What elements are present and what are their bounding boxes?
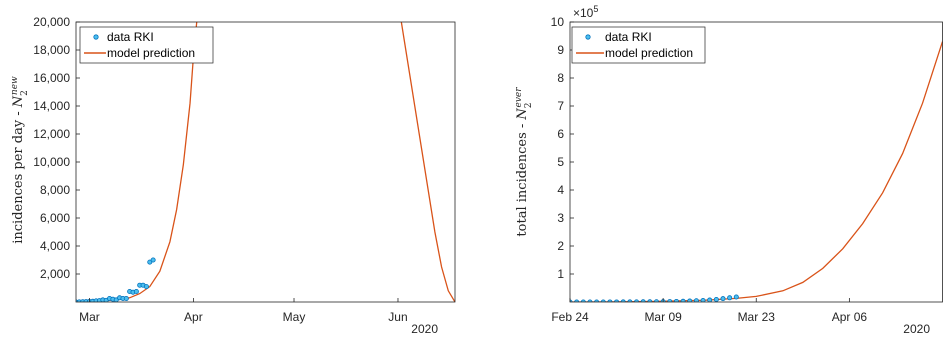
exponent-label: ×105 (573, 4, 598, 20)
y-tick-label: 2 (557, 239, 564, 253)
y-tick-label: 3 (557, 211, 564, 225)
y-tick-label: 12,000 (33, 127, 70, 141)
x-tick-label: Mar 23 (738, 310, 776, 324)
x-tick-label: May (283, 310, 306, 324)
y-tick-label: 4 (557, 183, 564, 197)
data-rki-point (673, 298, 679, 302)
data-rki-point (733, 294, 739, 300)
legend-marker-data (585, 34, 591, 40)
chart-total-incidences: 1 2 3 4 5 6 7 8 9 10 Feb 24 Mar 09 Mar 23 Apr 06 ×105… (514, 4, 943, 336)
data-rki-point (727, 295, 733, 301)
data-rki-point (720, 296, 726, 302)
legend-label-data: data RKI (107, 30, 154, 44)
data-rki-point (123, 295, 129, 301)
y-tick-label: 9 (557, 43, 564, 57)
x-tick-label: Feb 24 (551, 310, 589, 324)
x-tick-label: Mar 09 (644, 310, 682, 324)
y-tick-label: 20,000 (33, 15, 70, 29)
y-tick-label: 5 (557, 155, 564, 169)
data-rki-point (150, 257, 156, 263)
data-rki-point (700, 297, 706, 302)
y-tick-label: 8,000 (40, 183, 70, 197)
data-rki-point (713, 296, 719, 302)
data-rki-point (687, 298, 693, 302)
data-rki-point (667, 299, 673, 302)
model-prediction-line (400, 22, 455, 302)
y-tick-label: 2,000 (40, 267, 70, 281)
y-tick-label: 6,000 (40, 211, 70, 225)
y-tick-label: 1 (557, 267, 564, 281)
x-tick-label: Mar (79, 310, 100, 324)
axes-box (75, 21, 456, 303)
chart-incidences-per-day: 2,000 4,000 6,000 8,000 10,000 12,000 14,000 16… (10, 15, 456, 336)
y-axis-label: total incidences - N2ever (514, 87, 534, 237)
y-tick-label: 14,000 (33, 99, 70, 113)
year-label: 2020 (903, 322, 930, 336)
data-rki-point (680, 298, 686, 302)
legend: data RKI model prediction (571, 26, 706, 64)
x-tick-label: Jun (388, 310, 407, 324)
y-tick-label: 10,000 (33, 155, 70, 169)
data-rki-point (143, 284, 149, 290)
data-rki-point (707, 297, 713, 302)
y-tick-label: 18,000 (33, 43, 70, 57)
legend-marker-data (93, 34, 99, 40)
x-tick-label: Apr (184, 310, 203, 324)
x-tick-label: Apr 06 (832, 310, 868, 324)
axes-box (569, 21, 943, 303)
year-label: 2020 (411, 322, 438, 336)
data-rki-point (693, 298, 699, 302)
y-tick-label: 6 (557, 127, 564, 141)
model-prediction-line (570, 41, 943, 302)
legend-label-model: model prediction (107, 46, 195, 60)
legend-label-model: model prediction (605, 46, 693, 60)
y-tick-label: 4,000 (40, 239, 70, 253)
legend: data RKI model prediction (79, 26, 214, 64)
y-tick-label: 16,000 (33, 71, 70, 85)
y-tick-label: 8 (557, 71, 564, 85)
data-rki-point (133, 288, 139, 294)
model-prediction-line (76, 22, 198, 302)
y-tick-label: 10 (551, 15, 565, 29)
y-tick-label: 7 (557, 99, 564, 113)
legend-label-data: data RKI (605, 30, 652, 44)
y-axis-label: incidences per day - N2new (10, 76, 30, 244)
